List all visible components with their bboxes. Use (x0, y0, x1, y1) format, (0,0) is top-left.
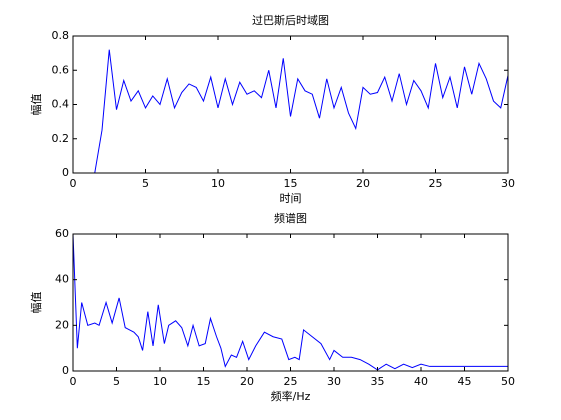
x-tick-label: 40 (414, 375, 428, 388)
y-tick-label: 60 (55, 227, 69, 240)
y-tick-label: 0.6 (52, 63, 70, 76)
plot-area (73, 234, 508, 371)
x-tick-label: 5 (113, 375, 120, 388)
x-axis-label: 频率/Hz (271, 389, 311, 403)
axes-background (73, 234, 508, 371)
plot-area (73, 49, 508, 173)
x-tick-label: 25 (429, 177, 443, 190)
data-line (73, 49, 508, 173)
x-tick-label: 5 (142, 177, 149, 190)
data-line (73, 234, 508, 371)
y-tick-label: 40 (55, 273, 69, 286)
x-tick-label: 35 (371, 375, 385, 388)
chart-title: 频谱图 (274, 211, 307, 225)
y-tick-label: 0 (62, 364, 69, 377)
y-axis-label: 幅值 (30, 292, 43, 314)
x-tick-label: 45 (458, 375, 472, 388)
x-tick-label: 20 (240, 375, 254, 388)
x-tick-label: 30 (501, 177, 515, 190)
x-tick-label: 25 (284, 375, 298, 388)
x-tick-label: 0 (70, 177, 77, 190)
y-axis-label: 幅值 (30, 94, 43, 116)
y-tick-label: 0.4 (52, 98, 70, 111)
y-tick-label: 0.2 (52, 132, 70, 145)
x-tick-label: 30 (327, 375, 341, 388)
x-tick-label: 0 (70, 375, 77, 388)
axes-background (73, 36, 508, 173)
chart-title: 过巴斯后时域图 (252, 14, 329, 27)
y-tick-label: 0 (62, 166, 69, 179)
x-tick-label: 50 (501, 375, 515, 388)
x-tick-label: 15 (284, 177, 298, 190)
x-tick-label: 15 (197, 375, 211, 388)
x-tick-label: 20 (356, 177, 370, 190)
x-axis-label: 时间 (280, 192, 302, 205)
x-tick-label: 10 (153, 375, 167, 388)
y-tick-label: 0.8 (52, 29, 70, 42)
y-tick-label: 20 (55, 318, 69, 331)
x-tick-label: 10 (211, 177, 225, 190)
